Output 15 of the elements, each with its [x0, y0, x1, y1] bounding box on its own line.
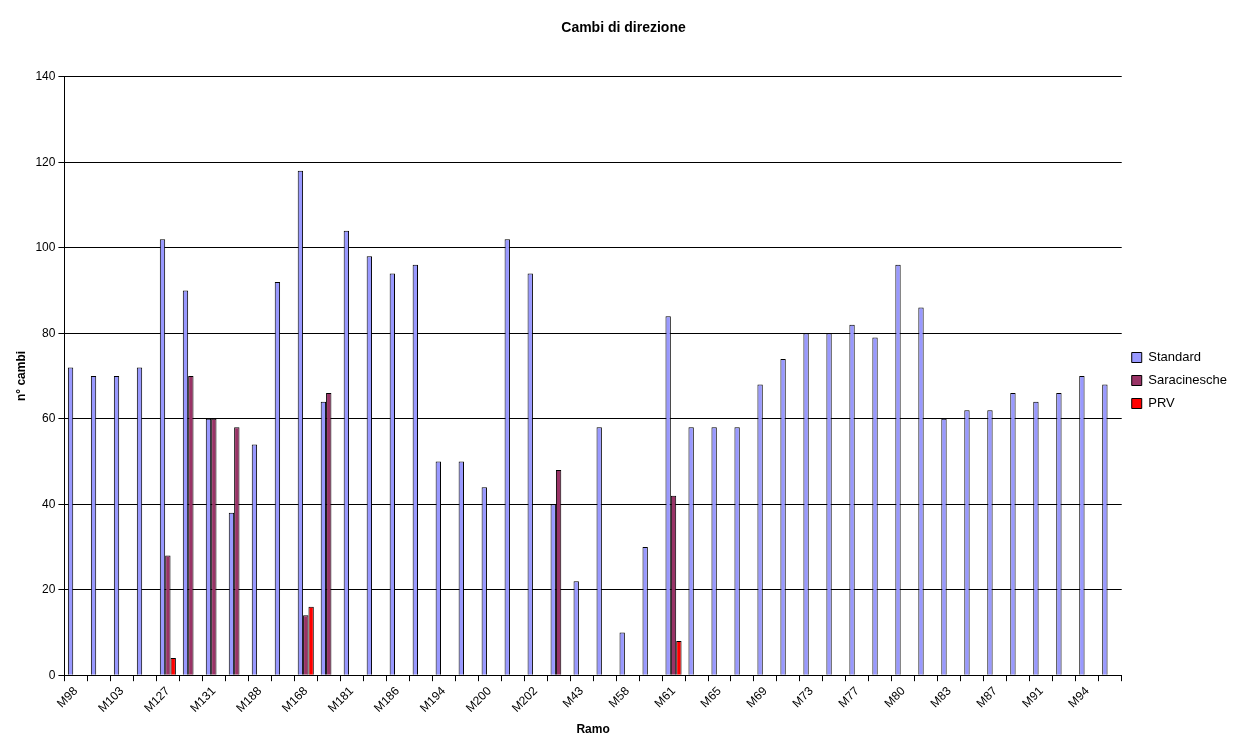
y-tick-label: 60 — [42, 411, 56, 426]
y-tick-label: 100 — [35, 240, 56, 255]
y-tick-label: 80 — [42, 325, 56, 340]
y-tick-label: 40 — [42, 496, 56, 511]
y-axis-title: n° cambi — [13, 350, 28, 402]
legend-label: Standard — [1148, 349, 1201, 365]
y-tick-label: 0 — [48, 667, 56, 682]
chart-title: Cambi di direzione — [561, 19, 686, 36]
legend-label: PRV — [1148, 395, 1176, 411]
y-tick-label: 20 — [42, 582, 56, 597]
x-axis-title: Ramo — [576, 722, 610, 737]
legend-label: Saracinesche — [1148, 372, 1228, 388]
y-tick-label: 120 — [35, 154, 56, 169]
x-tick-label: M91 — [1019, 683, 1046, 711]
y-tick-label: 140 — [35, 69, 56, 84]
